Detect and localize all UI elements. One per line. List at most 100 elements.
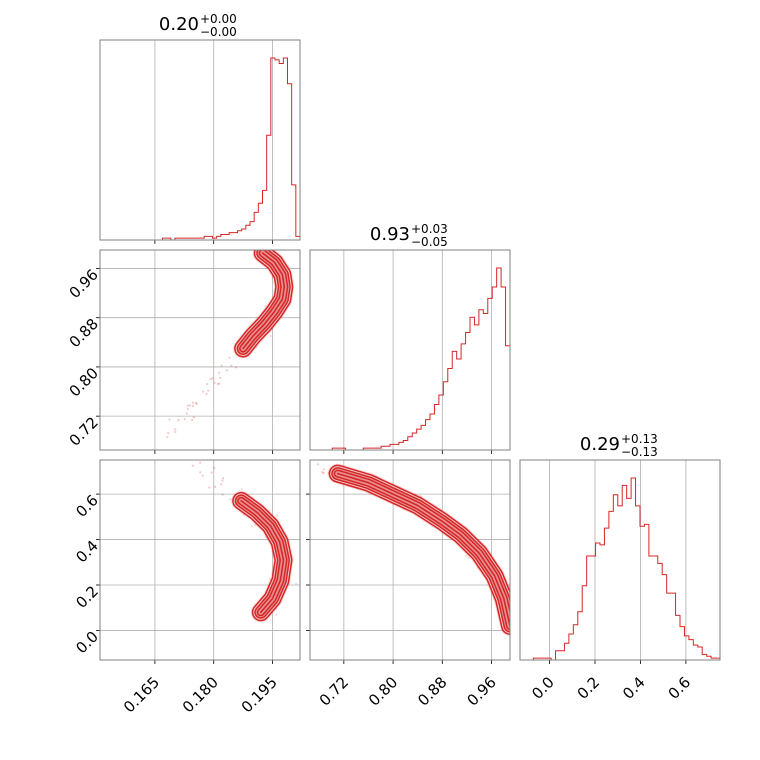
scatter-point [467, 556, 470, 559]
scatter-point [254, 523, 257, 527]
scatter-point [234, 366, 238, 369]
histogram-2 [520, 477, 720, 660]
scatter-point [227, 438, 229, 440]
scatter-point [217, 434, 219, 436]
scatter-point [275, 514, 278, 517]
scatter-point [221, 493, 224, 496]
scatter-point [213, 381, 216, 384]
scatter-point [512, 609, 514, 611]
x-tick-label-2-3: 0.6 [665, 673, 695, 703]
scatter-point [195, 402, 198, 406]
scatter-point [289, 452, 291, 454]
scatter-point [233, 438, 235, 440]
scatter-point [511, 613, 513, 615]
scatter-point [170, 432, 172, 434]
scatter-point [251, 438, 253, 440]
contours-0-1 [233, 250, 295, 359]
scatter-point [200, 430, 202, 432]
y-tick-label-1-0: 0.72 [66, 413, 102, 449]
scatter-point [178, 413, 180, 415]
scatter-point [211, 377, 214, 380]
y-tick-label-2-0: 0.0 [72, 628, 102, 658]
scatter-point [321, 471, 324, 474]
contour-core [240, 500, 285, 614]
scatter-point [188, 404, 192, 407]
panel-frame-2-1 [309, 459, 511, 661]
scatter-point [206, 383, 209, 386]
scatter-point [209, 378, 212, 381]
x-tick-label-1-0: 0.72 [316, 673, 352, 709]
x-tick-label-2-1: 0.2 [574, 673, 604, 703]
scatter-point [191, 404, 194, 408]
title-value-0: 0.20 [159, 14, 199, 35]
scatter-point [217, 382, 220, 386]
scatter-point [282, 247, 284, 249]
histogram-1 [310, 267, 510, 450]
scatter-point [218, 427, 220, 429]
scatter-point [289, 465, 291, 467]
scatter-point [316, 463, 320, 466]
scatter-point [260, 446, 262, 448]
scatter-point [295, 582, 298, 585]
scatter-point [322, 468, 325, 471]
scatter-point [190, 418, 194, 422]
scatter-point [219, 376, 222, 380]
scatter-point [166, 436, 169, 439]
grid-layer [100, 40, 687, 660]
title-plus-1: +0.03 [411, 222, 448, 236]
x-tick-label-1-2: 0.88 [414, 673, 450, 709]
scatter-point [226, 428, 228, 430]
x-tick-label-1-3: 0.96 [463, 673, 499, 709]
scatter-point [240, 488, 243, 491]
scatter-point [201, 474, 204, 477]
scatter-point [185, 412, 188, 415]
scatter-point [195, 401, 198, 405]
contour-core [336, 472, 510, 627]
scatter-point [275, 613, 278, 616]
scatter-point [218, 382, 221, 385]
contour-core [242, 252, 286, 350]
scatter-point [265, 450, 267, 452]
scatter-point [168, 418, 171, 421]
y-tick-label-1-1: 0.80 [66, 364, 102, 400]
scatter-point [186, 408, 189, 411]
x-tick-label-1-1: 0.80 [365, 673, 401, 709]
scatter-point [210, 471, 213, 474]
scatter-point [174, 430, 177, 434]
scatter-point [170, 441, 172, 443]
scatter-point [201, 390, 205, 393]
scatter-point [199, 471, 202, 474]
x-tick-label-0-2: 0.195 [238, 673, 281, 716]
scatter-point [239, 438, 241, 440]
scatter-point [228, 356, 231, 359]
y-tick-label-2-3: 0.6 [72, 491, 102, 521]
scatter-point [208, 486, 211, 489]
scatter-point [267, 509, 271, 512]
scatter-point [305, 457, 307, 459]
scatter-point [162, 440, 164, 442]
scatter-point [199, 461, 202, 464]
x-tick-label-0-1: 0.180 [179, 673, 222, 716]
scatter-point [186, 404, 189, 407]
scatter-point [225, 369, 228, 372]
y-tick-label-1-2: 0.88 [66, 315, 102, 351]
title-minus-2: −0.13 [621, 445, 658, 459]
scatter-point [512, 579, 514, 581]
scatter-point [170, 441, 172, 443]
x-tick-label-0-0: 0.165 [120, 673, 163, 716]
scatter-point [152, 425, 154, 427]
scatter-point [220, 364, 223, 367]
scatter-point [234, 436, 236, 438]
scatter-point [162, 434, 164, 436]
panel-frame-1-1 [309, 249, 511, 451]
scatter-point [173, 428, 177, 431]
contour-outer-1 [331, 467, 510, 633]
x-tick-label-2-2: 0.4 [619, 673, 649, 703]
scatter-point [269, 578, 272, 581]
scatter-point [171, 407, 173, 409]
scatter-point [221, 477, 225, 480]
panel-frame-2-0 [99, 459, 301, 661]
scatter-point [173, 442, 175, 444]
scatter-point [268, 446, 270, 448]
